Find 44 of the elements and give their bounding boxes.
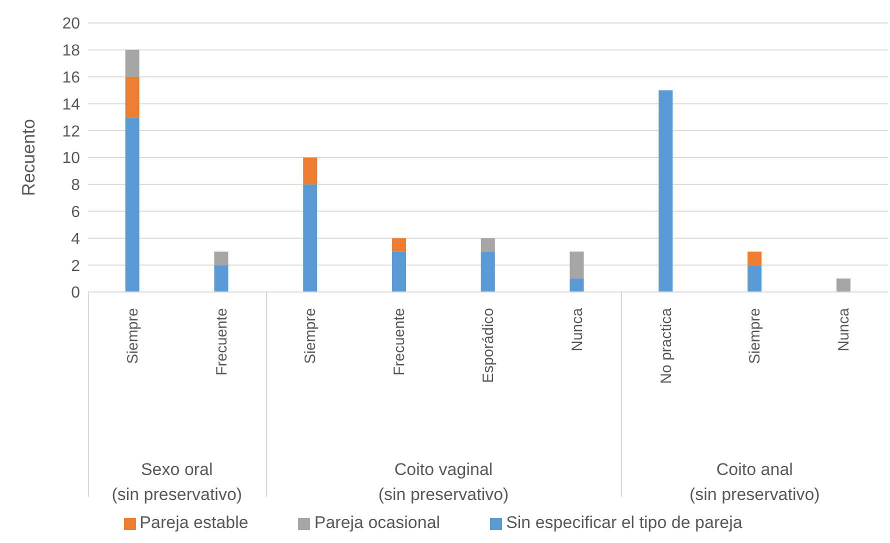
y-tick-label: 8 [71,177,80,194]
y-tick-label: 12 [62,123,80,140]
bar [392,238,406,252]
y-tick-label: 20 [62,16,80,33]
y-tick-label: 16 [62,69,80,86]
y-tick-label: 0 [71,284,80,302]
bar [748,252,762,266]
x-tick-label: Siempre [124,308,142,364]
bar [214,252,228,266]
bar [125,76,140,118]
bar [658,90,673,292]
bar [480,252,495,292]
y-tick-label: 2 [71,258,80,275]
bar [125,117,140,292]
bar [125,50,140,77]
x-tick-label: Frecuente [391,308,408,376]
y-axis-title: Recuento [18,118,38,196]
x-tick-label: Siempre [302,308,320,364]
bar [392,252,406,292]
text: Sexo oral (sin preservativo) [110,459,244,506]
x-tick-label: Siempre [746,308,764,364]
bar [214,265,228,292]
y-tick-label: 10 [62,150,80,168]
legend-label: Pareja ocasional [314,513,440,532]
bar [303,158,318,184]
y-tick-label: 4 [71,230,80,248]
y-tick-label: 18 [62,42,80,60]
bar [836,278,850,292]
x-tick-label: Esporádico [480,308,497,384]
bar [748,265,762,292]
x-tick-label: Nunca [836,307,853,352]
y-tick-label: 14 [62,96,80,114]
legend-label: Pareja estable [140,513,248,532]
x-tick-label: Frecuente [213,308,230,376]
x-tick-label: No practica [658,307,675,384]
bar [570,252,584,279]
text: Coito anal (sin preservativo) [688,459,821,506]
bar [570,278,584,292]
text: Coito vaginal (sin preservativo) [377,459,510,506]
bar [480,238,495,252]
y-tick-label: 6 [71,204,80,221]
bar [303,184,318,292]
legend-label: Sin especificar el tipo de pareja [506,513,742,532]
x-tick-label: Nunca [568,307,586,352]
